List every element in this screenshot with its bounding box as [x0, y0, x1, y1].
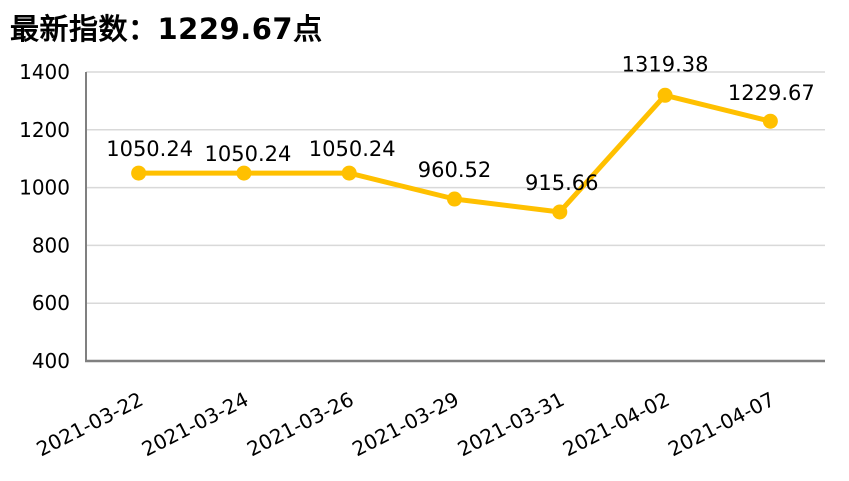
- y-tick-label: 1200: [19, 118, 70, 142]
- x-tick-label: 2021-03-31: [454, 387, 568, 461]
- y-tick-label: 1400: [19, 60, 70, 84]
- y-tick-label: 1000: [19, 176, 70, 200]
- x-tick-label: 2021-03-26: [243, 387, 357, 461]
- data-point-marker: [447, 191, 462, 207]
- data-point-label: 1050.24: [309, 137, 396, 161]
- x-tick-label: 2021-03-22: [32, 387, 146, 461]
- x-tick-label: 2021-03-24: [138, 387, 252, 461]
- data-point-label: 1050.24: [106, 137, 193, 161]
- data-point-marker: [762, 113, 778, 129]
- data-point-label: 915.66: [525, 171, 598, 195]
- data-point-marker: [341, 165, 357, 181]
- y-tick-label: 400: [32, 349, 70, 373]
- chart-title: 最新指数：1229.67点: [10, 12, 323, 46]
- x-tick-label: 2021-04-02: [559, 387, 673, 461]
- data-point-label: 960.52: [418, 158, 491, 182]
- data-point-marker: [236, 165, 252, 181]
- data-point-marker: [657, 87, 673, 103]
- x-tick-label: 2021-04-07: [664, 387, 778, 461]
- y-tick-label: 800: [32, 233, 70, 257]
- data-point-marker: [552, 204, 568, 220]
- data-point-label: 1229.67: [728, 81, 815, 105]
- x-tick-label: 2021-03-29: [348, 387, 462, 461]
- y-tick-label: 600: [32, 291, 70, 315]
- data-point-label: 1319.38: [622, 52, 709, 76]
- data-point-marker: [131, 165, 147, 181]
- data-point-label: 1050.24: [205, 142, 292, 166]
